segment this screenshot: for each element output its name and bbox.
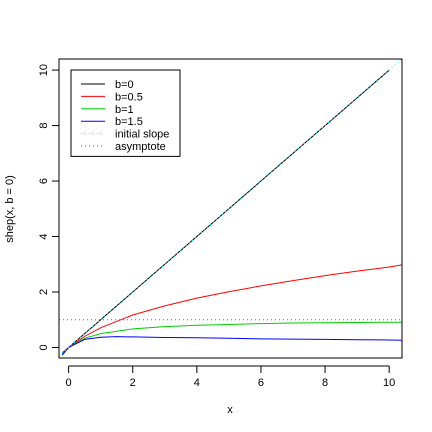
x-tick-label: 8 xyxy=(322,377,328,389)
y-tick-label: 2 xyxy=(38,289,50,295)
plot-box xyxy=(58,58,403,359)
legend-label-b-1: b=1 xyxy=(115,104,134,116)
x-axis-label: x xyxy=(227,404,233,416)
y-tick-label: 6 xyxy=(38,178,50,184)
legend-label-b-0: b=0 xyxy=(115,79,134,91)
y-axis: 0 2 4 6 8 10 xyxy=(38,64,59,351)
legend-label-asymptote: asymptote xyxy=(115,141,166,153)
y-tick-label: 4 xyxy=(38,233,50,239)
x-tick-label: 6 xyxy=(258,377,264,389)
x-tick-label: 4 xyxy=(194,377,200,389)
y-tick-label: 0 xyxy=(38,344,50,350)
y-tick-label: 10 xyxy=(38,64,50,76)
legend-box xyxy=(70,69,181,157)
y-axis-label: shep(x, b = 0) xyxy=(4,175,16,243)
legend-label-b-1-5: b=1.5 xyxy=(115,116,143,128)
y-tick-label: 8 xyxy=(38,123,50,129)
x-tick-label: 10 xyxy=(383,377,395,389)
x-tick-label: 2 xyxy=(130,377,136,389)
series-layer xyxy=(59,59,402,357)
series-line-b-0-5 xyxy=(61,264,402,354)
legend-label-initial-slope: initial slope xyxy=(115,129,169,141)
x-axis: 0 2 4 6 8 10 xyxy=(66,365,395,389)
legend-label-b-0-5: b=0.5 xyxy=(115,91,143,103)
series-line-b-1 xyxy=(61,321,402,355)
x-tick-label: 0 xyxy=(66,377,72,389)
series-line-b-1-5 xyxy=(61,336,402,356)
